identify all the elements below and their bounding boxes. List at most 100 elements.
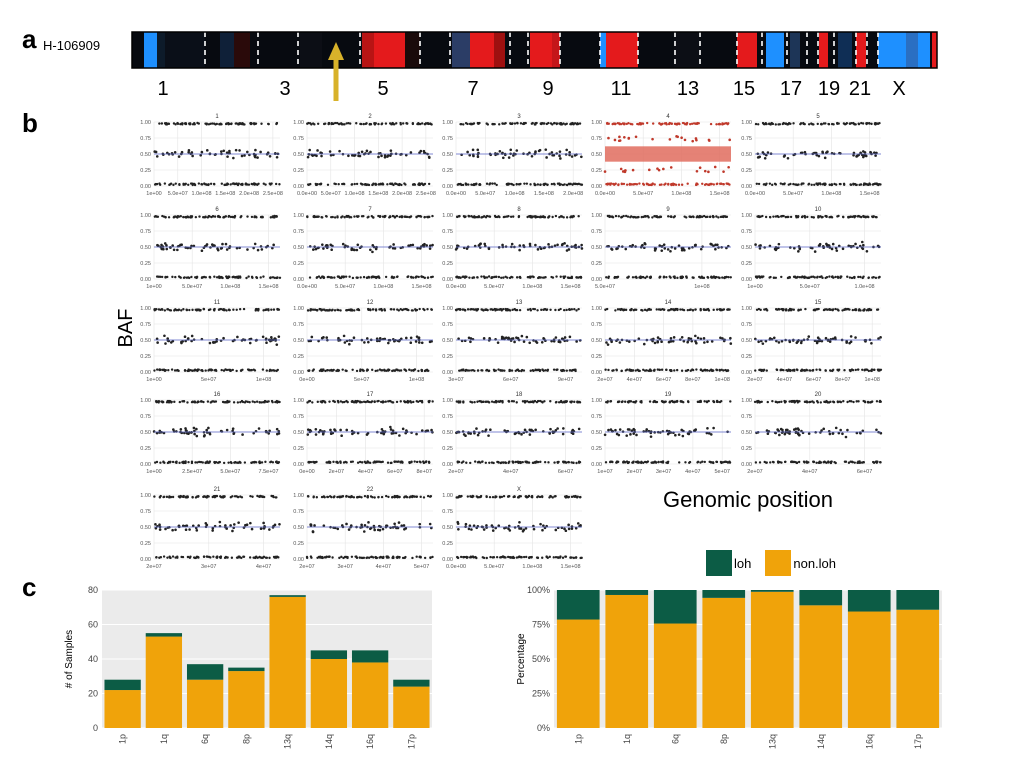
baf-point (873, 368, 876, 372)
baf-point (236, 556, 240, 559)
baf-point (254, 148, 257, 152)
baf-point (342, 182, 345, 186)
baf-point (334, 182, 338, 186)
baf-point (709, 122, 713, 126)
baf-point (178, 400, 182, 404)
baf-point (715, 182, 718, 186)
baf-point (484, 428, 488, 431)
baf-point (248, 556, 252, 559)
baf-point (348, 122, 352, 125)
facet-title: 18 (516, 392, 523, 398)
baf-point (567, 182, 571, 186)
baf-point (373, 121, 376, 125)
baf-point (699, 400, 702, 403)
baf-point (703, 341, 706, 344)
baf-point (651, 183, 654, 186)
baf-point (377, 460, 380, 463)
baf-point (830, 183, 834, 186)
x-tick-label: 5.0e+07 (168, 191, 188, 197)
y-tick-label: 0.75 (140, 509, 151, 515)
baf-point (615, 432, 619, 436)
baf-point (193, 121, 196, 125)
baf-point (461, 430, 465, 433)
baf-point (860, 121, 863, 125)
baf-point (697, 122, 700, 125)
baf-point (196, 121, 199, 125)
cn-segment (819, 32, 828, 68)
x-tick-label: 5.0e+07 (321, 191, 341, 197)
baf-point (518, 183, 521, 186)
baf-point (649, 276, 652, 280)
baf-point (501, 156, 505, 160)
x-tick-label: 1.5e+08 (215, 191, 235, 197)
baf-point (356, 461, 360, 464)
baf-point (623, 400, 627, 403)
baf-point (643, 308, 647, 312)
baf-point (846, 307, 850, 311)
baf-point (875, 308, 879, 311)
baf-point (344, 275, 348, 278)
baf-point (502, 461, 505, 464)
baf-point (715, 275, 718, 279)
baf-point (503, 369, 506, 372)
baf-point (472, 183, 475, 187)
baf-point (423, 215, 427, 219)
baf-point (844, 122, 848, 126)
baf-point (156, 341, 159, 344)
baf-point (543, 460, 547, 464)
baf-point (496, 308, 500, 311)
baf-point (846, 400, 849, 404)
baf-point (378, 337, 382, 340)
baf-point (222, 309, 226, 312)
baf-point (255, 276, 259, 280)
x-tick-label: 2e+07 (747, 469, 762, 475)
baf-point (162, 461, 165, 464)
baf-point (683, 248, 686, 252)
x-tick-label: 1.5e+08 (710, 191, 730, 197)
baf-point (179, 276, 182, 279)
baf-point (473, 460, 477, 463)
baf-point (777, 242, 781, 246)
baf-point (848, 276, 852, 279)
baf-point (615, 461, 618, 464)
baf-point (615, 368, 618, 371)
baf-point (171, 528, 174, 532)
baf-point (193, 401, 197, 404)
baf-point (427, 461, 431, 464)
baf-point (153, 495, 156, 498)
baf-point (466, 150, 469, 154)
baf-point (696, 336, 700, 340)
baf-point (232, 401, 236, 404)
baf-point (244, 400, 248, 403)
baf-point (545, 308, 549, 311)
baf-point (706, 426, 709, 430)
baf-point (798, 247, 802, 251)
baf-point (797, 183, 800, 186)
baf-point (701, 369, 704, 373)
y-tick-label: 0.50 (140, 338, 151, 344)
baf-point (182, 215, 185, 219)
baf-point (874, 122, 877, 125)
baf-point (512, 400, 516, 403)
baf-point (715, 368, 718, 371)
baf-point (540, 122, 543, 126)
baf-point (778, 123, 782, 126)
baf-point (227, 461, 230, 464)
baf-point (683, 123, 687, 126)
baf-point (641, 243, 644, 247)
baf-point (699, 461, 702, 464)
baf-point (702, 336, 706, 340)
baf-point (370, 400, 374, 403)
baf-point (762, 368, 766, 372)
baf-point (236, 335, 239, 339)
baf-point (848, 122, 851, 125)
baf-point (669, 249, 672, 253)
baf-point (655, 308, 658, 311)
baf-point (871, 460, 875, 464)
baf-point (429, 122, 432, 125)
baf-point (854, 336, 857, 339)
baf-point (417, 369, 420, 373)
x-tick-label: 0.0e+00 (446, 284, 466, 290)
baf-point (157, 244, 160, 248)
